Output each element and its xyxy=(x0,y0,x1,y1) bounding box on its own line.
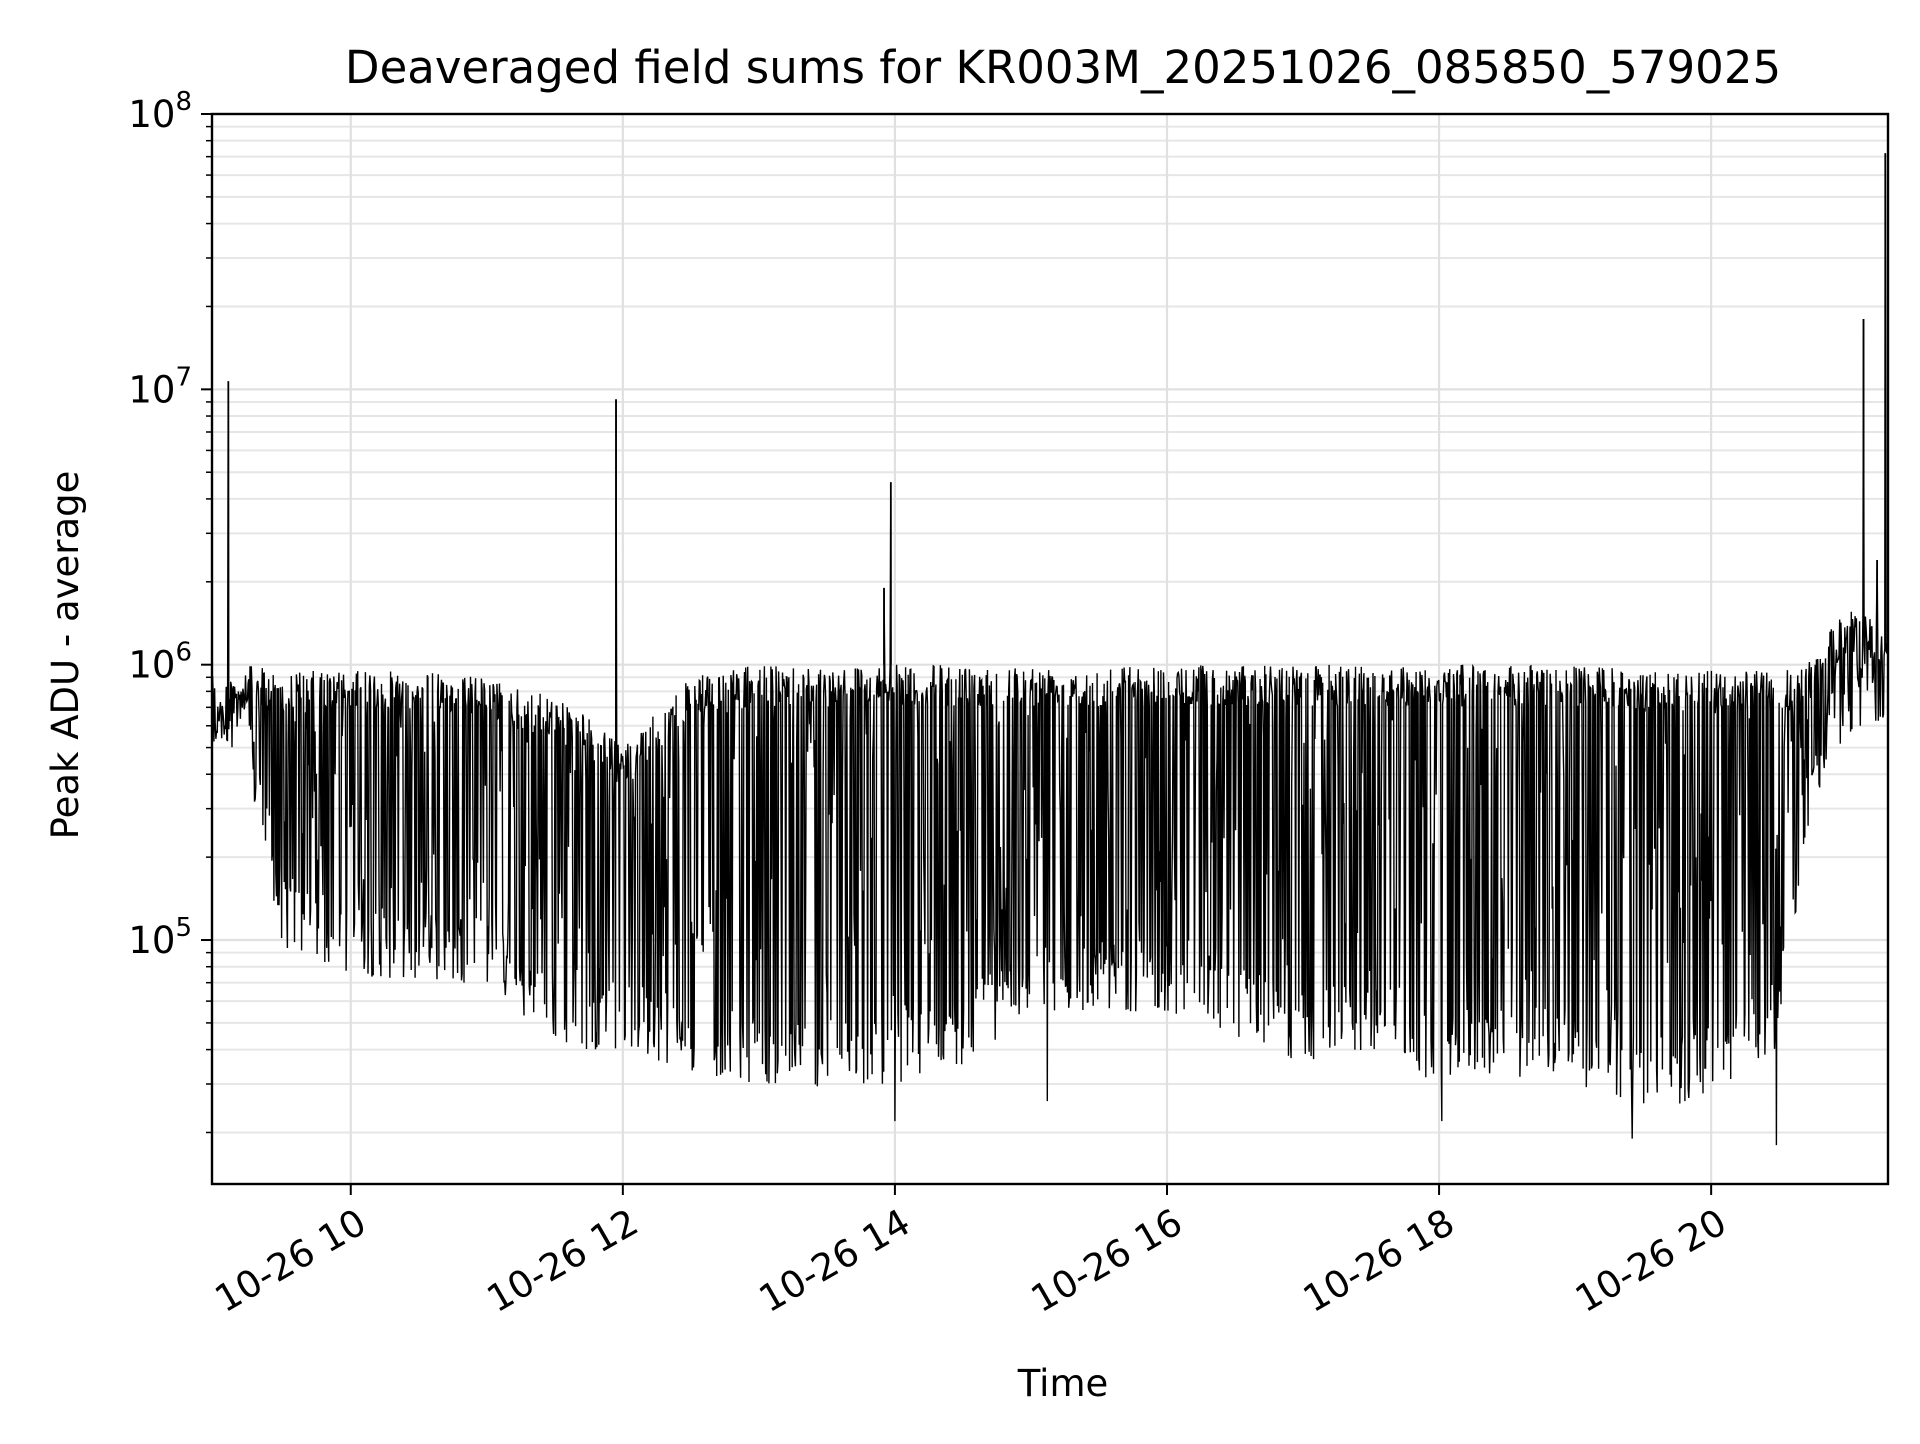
series-line xyxy=(211,153,1889,1146)
y-tick-label: 105 xyxy=(128,913,192,962)
y-axis-label: Peak ADU - average xyxy=(44,471,87,840)
chart-title: Deaveraged field sums for KR003M_2025102… xyxy=(345,41,1781,94)
y-tick-label: 107 xyxy=(128,362,192,411)
y-tick-label: 108 xyxy=(128,87,192,136)
plot-frame xyxy=(210,112,1890,1186)
x-axis-label: Time xyxy=(1017,1362,1109,1405)
y-tick-label: 106 xyxy=(128,638,192,687)
series-layer xyxy=(211,153,1889,1146)
